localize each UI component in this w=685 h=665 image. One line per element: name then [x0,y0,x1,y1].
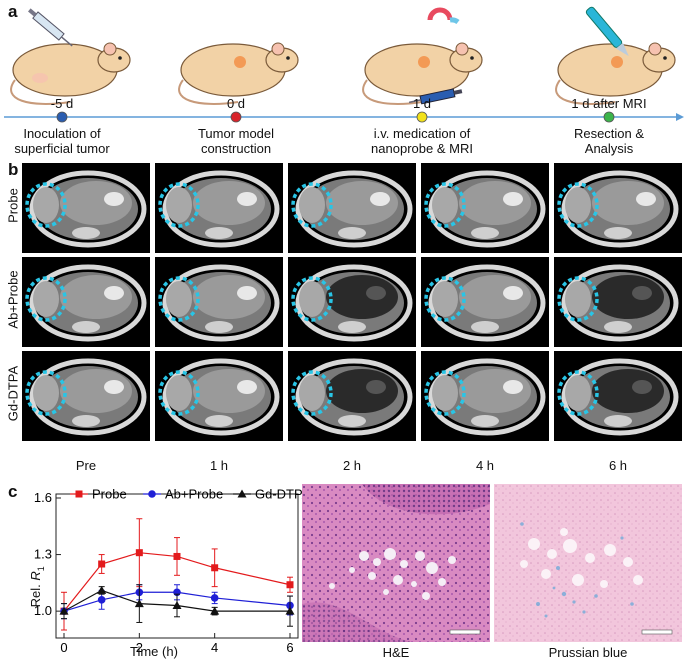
mri-image [22,351,150,441]
prussian-blue-label: Prussian blue [548,645,628,660]
col-label-4h: 4 h [475,458,495,473]
col-label-1h: 1 h [209,458,229,473]
data-point [59,606,69,615]
mri-image [421,351,549,441]
he-histology-image [302,484,490,642]
y-tick-label: 1.3 [34,547,52,562]
timeline-dot [56,111,68,123]
data-point [211,564,219,572]
timeline-dot [603,111,615,123]
x-tick-label: 6 [286,640,293,655]
col-label-2h: 2 h [342,458,362,473]
scale-bar [641,629,673,635]
he-label: H&E [382,645,410,660]
relaxivity-line-chart: 0 2 4 6 1.0 1.3 1.6 Probe Ab+Probe Gd-DTPA [34,487,305,656]
syringe-icon-2 [408,88,463,105]
col-label-pre: Pre [75,458,97,473]
mouse-1 [10,42,131,105]
magnet-icon [427,7,460,25]
mri-image [421,163,549,253]
data-point [97,585,107,594]
syringe-icon [28,8,73,47]
panel-label-a: a [8,2,18,21]
mouse-2 [178,42,299,105]
mouse-3 [362,42,483,105]
chart-ylabel: Rel. R1 [28,566,46,608]
timeline-desc-2: Tumor model construction [197,126,275,156]
series-line-ab+probe [63,591,291,612]
row-label-probe: Probe [5,188,21,223]
mouse-4 [555,42,676,105]
timeline-desc-1: Inoculation of superficial tumor [14,126,110,156]
data-point [97,596,106,604]
data-point [210,594,219,602]
mri-image [288,351,416,441]
legend-marker [237,489,247,498]
y-tick-label: 1.6 [34,490,52,505]
mri-image [554,351,682,441]
data-point [134,599,144,608]
mri-image [155,163,283,253]
x-tick-label: 0 [60,640,67,655]
mri-image [288,257,416,347]
timeline-desc-3: i.v. medication of nanoprobe & MRI [371,126,473,156]
data-point [210,606,220,615]
panel-label-c: c [8,482,18,501]
y-tick-label: 1.0 [34,603,52,618]
mri-image [421,257,549,347]
data-point [173,552,181,560]
legend-marker [75,490,83,498]
data-point [98,560,106,568]
mri-image [22,257,150,347]
series-line-gd-dtpa [63,589,290,612]
legend-label: Ab+Probe [165,487,223,502]
timeline-time-1: -5 d [50,96,74,111]
data-point [135,549,143,557]
panel-label-b: b [8,160,19,179]
mri-image [554,257,682,347]
timeline-dot [230,111,242,123]
timeline-dot [416,111,428,123]
mri-image [554,163,682,253]
row-label-ab-probe: Ab+Probe [5,270,21,329]
mri-image [155,257,283,347]
legend-label: Probe [92,487,127,502]
prussian-blue-histology-image [494,484,682,642]
scalpel-icon [585,6,629,57]
data-point [285,606,295,615]
chart-xlabel: Time (h) [130,644,178,659]
timeline-desc-4: Resection & Analysis [573,126,645,156]
chart-frame [55,493,299,639]
legend-marker [148,490,156,498]
legend-label: Gd-DTPA [255,487,305,502]
mri-image [22,163,150,253]
timeline-time-4: 1 d after MRI [571,96,647,111]
timeline-time-3: 1 d [412,96,432,111]
scale-bar [449,629,481,635]
timeline-time-2: 0 d [226,96,246,111]
timeline-arrow-icon [676,113,684,121]
col-label-6h: 6 h [608,458,628,473]
mri-image [155,351,283,441]
mri-image [288,163,416,253]
x-tick-label: 4 [211,640,218,655]
row-label-gd-dtpa: Gd-DTPA [5,365,21,422]
series-line-probe [63,552,291,612]
data-point [172,600,182,609]
x-tick-label: 2 [136,640,143,655]
data-point [286,581,294,589]
timeline-illustration [4,6,684,123]
